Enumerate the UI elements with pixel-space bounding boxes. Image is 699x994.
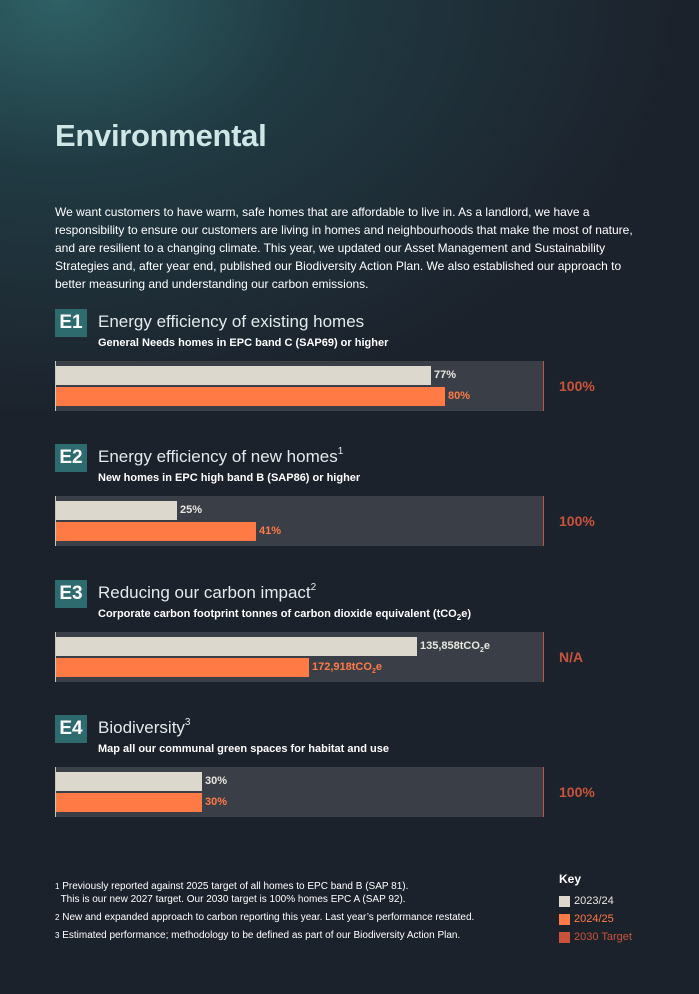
bar-label-2023-24: 30% [205, 775, 228, 787]
page-title: Environmental [55, 118, 267, 153]
bar-panel: 25% 41% [55, 496, 544, 546]
bar-label-2024-25: 80% [448, 390, 471, 402]
section-badge: E4 [55, 715, 87, 743]
section-title: Biodiversity3 [98, 717, 191, 737]
bar-label-2023-24: 25% [180, 504, 203, 516]
bar-label-2023-24: 135,858tCO2e [420, 640, 490, 655]
bar-2024-25 [56, 522, 256, 541]
target-value: 100% [559, 513, 595, 529]
footnote-ref: 2 [310, 582, 317, 593]
bar-panel: 30% 30% [55, 767, 544, 817]
legend-item-2024-25: 2024/25 [559, 910, 632, 928]
section-e2: E2 Energy efficiency of new homes1 New h… [55, 444, 655, 574]
bar-panel: 77% 80% [55, 361, 544, 411]
target-value: 100% [559, 378, 595, 394]
section-e4: E4 Biodiversity3 Map all our communal gr… [55, 715, 655, 845]
footnote-3: 3 Estimated performance; methodology to … [55, 930, 461, 941]
section-subtitle: Map all our communal green spaces for ha… [98, 743, 389, 755]
section-subtitle: New homes in EPC high band B (SAP86) or … [98, 472, 361, 484]
bar-2024-25 [56, 793, 202, 812]
footnote-ref: 3 [184, 717, 191, 728]
legend-item-2023-24: 2023/24 [559, 892, 632, 910]
legend-key: Key 2023/24 2024/25 2030 Target [559, 872, 632, 946]
bar-2024-25 [56, 387, 445, 406]
footnote-ref: 1 [337, 446, 344, 457]
bar-2024-25 [56, 658, 309, 677]
bar-2023-24 [56, 366, 431, 385]
section-title: Energy efficiency of new homes1 [98, 446, 344, 466]
section-subtitle: General Needs homes in EPC band C (SAP69… [98, 337, 389, 349]
legend-item-2030-target: 2030 Target [559, 928, 632, 946]
bar-2023-24 [56, 772, 202, 791]
bar-label-2023-24: 77% [434, 369, 457, 381]
section-badge: E1 [55, 309, 87, 337]
target-value: N/A [559, 649, 584, 665]
legend-title: Key [559, 872, 582, 886]
intro-paragraph: We want customers to have warm, safe hom… [55, 205, 633, 291]
bar-label-2024-25: 172,918tCO2e [312, 661, 382, 676]
section-subtitle: Corporate carbon footprint tonnes of car… [98, 608, 471, 623]
legend-swatch [559, 913, 570, 925]
section-e3: E3 Reducing our carbon impact2 Corporate… [55, 580, 655, 710]
bar-label-2024-25: 41% [259, 525, 282, 537]
target-value: 100% [559, 784, 595, 800]
legend-swatch [559, 895, 570, 907]
legend-swatch [559, 931, 570, 943]
section-title: Energy efficiency of existing homes [98, 312, 365, 331]
footnote-1: 1 Previously reported against 2025 targe… [55, 881, 409, 905]
footnotes: 1 Previously reported against 2025 targe… [55, 880, 545, 947]
section-title: Reducing our carbon impact2 [98, 582, 317, 602]
footnote-2: 2 New and expanded approach to carbon re… [55, 912, 475, 923]
bar-2023-24 [56, 637, 417, 656]
bar-label-2024-25: 30% [205, 796, 228, 808]
bar-2023-24 [56, 501, 177, 520]
section-badge: E3 [55, 580, 87, 608]
section-badge: E2 [55, 444, 87, 472]
bar-panel: 135,858tCO2e 172,918tCO2e [55, 632, 544, 682]
section-e1: E1 Energy efficiency of existing homes G… [55, 309, 655, 439]
